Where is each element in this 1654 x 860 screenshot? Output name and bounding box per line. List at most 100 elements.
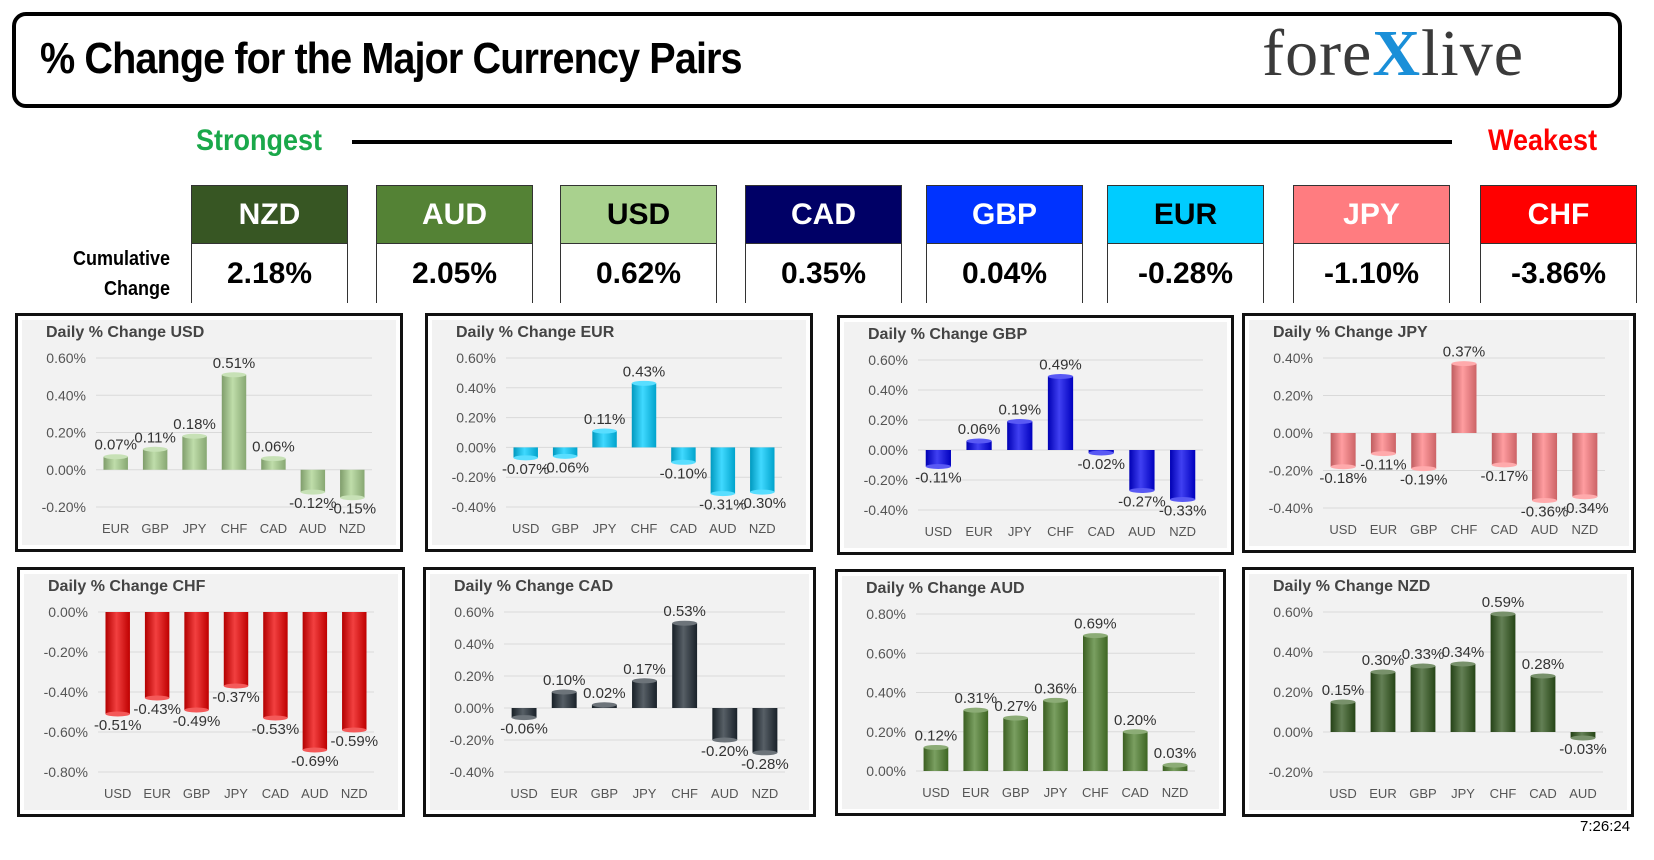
y-tick-label: -0.40% (450, 764, 494, 780)
bar-chart: 0.00% -0.20% -0.40% -0.60% -0.80% -0.51% USD -0… (44, 604, 379, 801)
x-tick-label: EUR (550, 786, 577, 801)
page-title: % Change for the Major Currency Pairs (40, 34, 743, 83)
chart-title: Daily % Change GBP (868, 326, 1028, 343)
data-label: -0.59% (331, 733, 379, 750)
bar (223, 612, 249, 686)
y-tick-label: -0.20% (864, 472, 908, 488)
bar-chart: 0.60% 0.40% 0.20% 0.00% -0.20% 0.15% USD 0.30% E… (1269, 594, 1607, 801)
x-tick-label: USD (1329, 522, 1356, 537)
bar-cap (1170, 497, 1196, 502)
bar-cap (752, 750, 778, 756)
chart-title: Daily % Change AUD (866, 580, 1025, 597)
y-tick-label: 0.40% (866, 685, 906, 701)
bar-chart: 0.80% 0.60% 0.40% 0.20% 0.00% 0.12% USD 0.31% EU… (866, 606, 1197, 800)
cumulative-percent: 0.04% (927, 244, 1082, 304)
x-tick-label: NZD (1169, 524, 1196, 539)
currency-code: NZD (192, 186, 347, 244)
cumulative-label-line1: Cumulative (72, 248, 170, 270)
bar (671, 447, 696, 463)
x-tick-label: USD (510, 786, 537, 801)
y-tick-label: 0.00% (868, 442, 908, 458)
y-tick-label: 0.20% (868, 412, 908, 428)
chart-panel-jpy: Daily % Change JPY 0.40% 0.20% 0.00% -0.20% -… (1242, 313, 1636, 553)
x-tick-label: CHF (1082, 785, 1109, 800)
bar-cap (966, 438, 992, 444)
bar (1129, 450, 1155, 491)
chart-title: Daily % Change CHF (48, 578, 206, 595)
bar (1083, 635, 1108, 771)
bar-cap (923, 744, 949, 750)
cumulative-percent: 0.35% (746, 244, 901, 304)
x-tick-label: CAD (670, 521, 697, 536)
x-tick-label: NZD (1571, 522, 1598, 537)
y-tick-label: 0.60% (868, 352, 908, 368)
chart-title: Daily % Change EUR (456, 324, 615, 341)
data-label: 0.07% (94, 437, 137, 454)
bar (752, 708, 778, 753)
bar-cap (712, 737, 738, 743)
y-tick-label: 0.40% (46, 387, 86, 403)
forexlive-logo: foreXlive (1262, 16, 1524, 92)
data-label: 0.27% (994, 698, 1037, 715)
bar-cap (1083, 633, 1108, 639)
data-label: 0.03% (1154, 745, 1197, 762)
bar-cap (263, 715, 288, 721)
x-tick-label: CAD (262, 786, 289, 801)
cumulative-percent: -1.10% (1294, 244, 1449, 304)
bar-cap (511, 715, 537, 721)
bar-cap (221, 372, 247, 378)
data-label: 0.20% (1114, 712, 1157, 729)
bar-cap (261, 456, 286, 462)
x-tick-label: JPY (224, 786, 248, 801)
chart-panel-nzd: Daily % Change NZD 0.60% 0.40% 0.20% 0.00% -0… (1242, 567, 1634, 817)
bar-cap (1047, 374, 1074, 379)
currency-code: CAD (746, 186, 901, 244)
currency-cell-nzd: NZD 2.18% (191, 185, 348, 304)
x-tick-label: USD (104, 786, 131, 801)
currency-code: CHF (1481, 186, 1636, 244)
y-tick-label: -0.20% (450, 732, 494, 748)
bar (631, 383, 657, 448)
data-label: 0.19% (999, 402, 1042, 419)
y-tick-label: -0.80% (44, 764, 88, 780)
chart-panel-cad: Daily % Change CAD 0.60% 0.40% 0.20% 0.00% -0… (423, 567, 816, 817)
bar-cap (103, 454, 128, 460)
cumulative-percent: 2.05% (377, 244, 532, 304)
x-tick-label: CHF (1047, 524, 1074, 539)
bar-cap (340, 495, 365, 501)
y-tick-label: -0.20% (1269, 463, 1313, 479)
y-tick-label: 0.20% (1273, 388, 1313, 404)
chart-title: Daily % Change JPY (1273, 324, 1428, 341)
y-tick-label: 0.40% (454, 636, 494, 652)
data-label: 0.51% (213, 355, 256, 372)
x-tick-label: NZD (1162, 785, 1189, 800)
y-tick-label: 0.40% (868, 382, 908, 398)
y-tick-label: 0.40% (1273, 350, 1313, 366)
data-label: 0.36% (1034, 680, 1077, 697)
bar-cap (1162, 762, 1188, 768)
data-label: 0.10% (543, 672, 586, 689)
bar-chart: 0.60% 0.40% 0.20% 0.00% -0.20% -0.40% -0.11% US… (864, 352, 1207, 539)
data-label: 0.49% (1039, 357, 1082, 374)
bar (142, 449, 168, 470)
bar (1530, 676, 1556, 732)
bar-cap (671, 459, 696, 465)
data-label: 0.34% (1442, 644, 1485, 661)
bar (1003, 718, 1028, 771)
x-tick-label: AUD (299, 521, 326, 536)
bar-cap (1370, 451, 1396, 457)
x-tick-label: GBP (183, 786, 210, 801)
bar-cap (963, 707, 989, 713)
currency-code: USD (561, 186, 716, 244)
bar-cap (1007, 419, 1033, 424)
data-label: 0.69% (1074, 616, 1117, 633)
x-tick-label: USD (512, 521, 539, 536)
cumulative-percent: -0.28% (1108, 244, 1263, 304)
x-tick-label: EUR (1370, 522, 1397, 537)
bar (710, 447, 736, 494)
bar (1047, 376, 1074, 450)
bar (302, 612, 328, 750)
x-tick-label: GBP (551, 521, 578, 536)
data-label: -0.28% (741, 756, 789, 773)
data-label: 0.06% (252, 439, 295, 456)
